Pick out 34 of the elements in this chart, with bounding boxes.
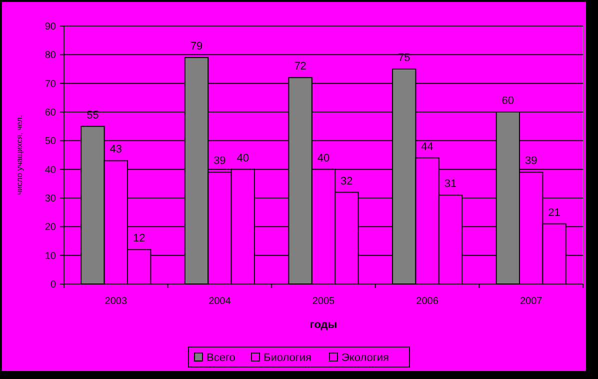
data-label: 39	[524, 155, 538, 168]
data-label: 21	[548, 206, 560, 219]
data-label: 72	[294, 60, 306, 73]
x-tick-label: 2007	[520, 296, 543, 307]
legend-label: Биология	[264, 352, 312, 364]
x-axis-title: годы	[310, 319, 338, 331]
y-tick-label: 20	[44, 222, 56, 234]
x-tick-label: 2005	[312, 296, 336, 307]
data-label: 40	[236, 152, 250, 164]
data-label: 43	[110, 144, 122, 156]
x-tick-label: 2004	[208, 296, 232, 307]
data-label: 40	[317, 152, 330, 164]
data-label: 79	[190, 40, 203, 53]
y-tick-label: 90	[44, 22, 56, 32]
y-axis-title: число учащихся, чел.	[15, 115, 24, 195]
y-tick-label: 10	[44, 250, 56, 262]
legend-label: Всего	[206, 352, 236, 364]
y-tick-label: 0	[50, 280, 56, 290]
y-tick-label: 80	[44, 50, 56, 62]
x-tick-label: 2003	[104, 296, 128, 307]
data-label: 12	[132, 232, 146, 245]
data-label: 31	[444, 178, 457, 190]
y-tick-label: 40	[44, 164, 56, 176]
y-tick-label: 50	[44, 136, 56, 148]
data-label: 75	[398, 52, 410, 64]
x-tick-label: 2006	[416, 296, 439, 307]
y-tick-label: 70	[44, 78, 56, 90]
y-tick-label: 60	[44, 108, 56, 118]
legend-label: Экология	[342, 352, 390, 364]
data-label: 60	[502, 95, 514, 107]
y-tick-label: 30	[44, 194, 56, 204]
data-label: 32	[340, 175, 353, 188]
data-label: 44	[421, 140, 434, 153]
data-label: 39	[214, 155, 226, 168]
